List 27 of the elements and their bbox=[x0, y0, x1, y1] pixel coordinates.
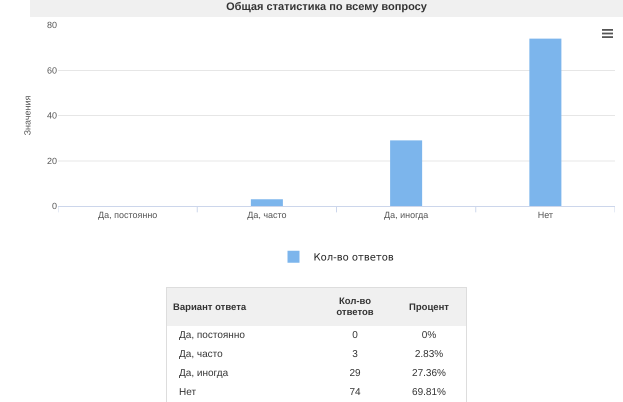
y-tick-label: 80 bbox=[46, 20, 57, 30]
category-label: Да, часто bbox=[179, 349, 223, 360]
category-label: Нет bbox=[179, 387, 196, 398]
y-tick-label: 40 bbox=[46, 110, 57, 121]
x-tick-label: Нет bbox=[538, 210, 554, 220]
text: Процент bbox=[392, 288, 466, 326]
x-tick-label: Да, иногда bbox=[384, 210, 428, 220]
text: Кол-во ответов bbox=[318, 288, 392, 326]
category-label: Да, постоянно bbox=[179, 330, 245, 341]
x-tick-label: Да, постоянно bbox=[98, 210, 158, 220]
text: 74 bbox=[348, 386, 362, 400]
text: 3 bbox=[351, 348, 359, 362]
text: 2.83% bbox=[414, 348, 444, 362]
y-tick-label: 0 bbox=[52, 201, 57, 212]
y-tick-label: 20 bbox=[46, 156, 57, 166]
category-label: Да, иногда bbox=[179, 368, 228, 379]
y-tick-label: 60 bbox=[46, 65, 57, 76]
text: 0 bbox=[351, 329, 359, 343]
text: 69.81% bbox=[411, 386, 447, 400]
text: Вариант ответа bbox=[166, 288, 318, 326]
x-tick-label: Да, часто bbox=[247, 210, 287, 220]
chart-title: Общая статистика по всему вопросу bbox=[30, 0, 623, 17]
text: 29 bbox=[348, 367, 362, 381]
text: 27.36% bbox=[411, 367, 447, 381]
legend-label: Кол-во ответов bbox=[314, 252, 394, 264]
y-axis-title: Значения bbox=[22, 95, 32, 136]
text: 0% bbox=[420, 329, 438, 343]
